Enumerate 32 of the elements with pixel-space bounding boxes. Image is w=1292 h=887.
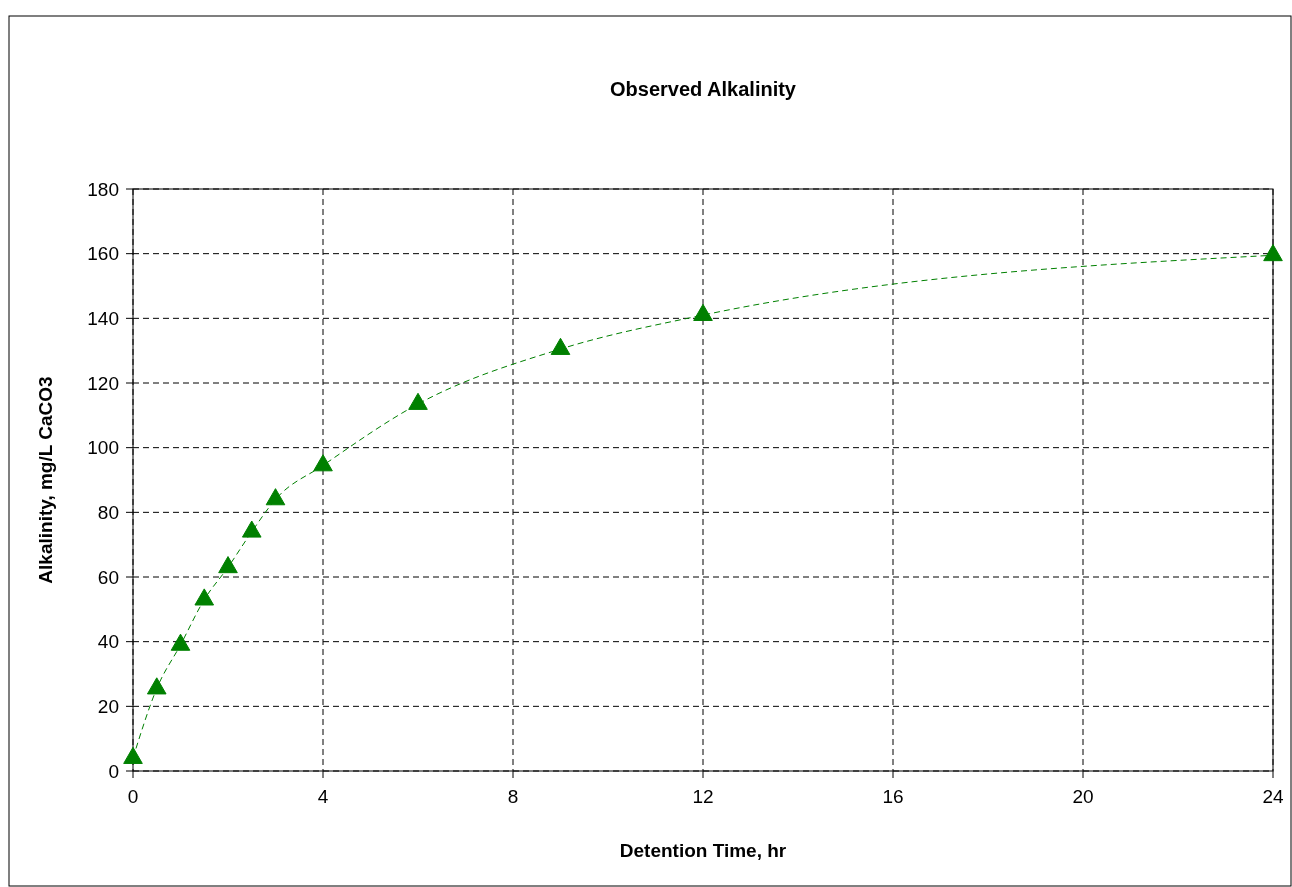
x-tick-label: 20 [1072,786,1094,807]
point [265,488,286,506]
point [313,454,333,472]
point [194,588,215,606]
x-axis-title: Detention Time, hr [619,840,787,861]
x-tick-label: 12 [692,786,714,807]
y-tick-label: 0 [108,760,119,782]
y-tick-label: 120 [87,372,119,394]
y-tick-label: 160 [87,243,119,265]
point [408,392,428,410]
x-tick-label: 8 [507,786,519,807]
y-tick-label: 60 [97,566,119,588]
point [550,337,571,355]
y-tick-label: 180 [87,178,119,200]
point [1263,244,1283,262]
point [241,520,262,538]
y-tick-label: 100 [87,437,119,459]
x-tick-label: 24 [1262,786,1284,807]
point [146,677,167,695]
y-tick-label: 40 [97,631,119,653]
x-tick-label: 4 [317,786,329,807]
y-tick-label: 140 [87,307,119,329]
y-axis-title: Alkalinity, mg/L CaCO3 [35,376,56,584]
y-tick-label: 80 [97,501,119,523]
x-tick-label: 16 [882,786,904,807]
chart-title: Observed Alkalinity [610,78,797,100]
point [123,746,143,764]
point [218,556,238,574]
x-tick-label: 0 [127,786,139,807]
y-tick-label: 20 [97,695,119,717]
point [170,633,191,651]
point [693,303,713,321]
